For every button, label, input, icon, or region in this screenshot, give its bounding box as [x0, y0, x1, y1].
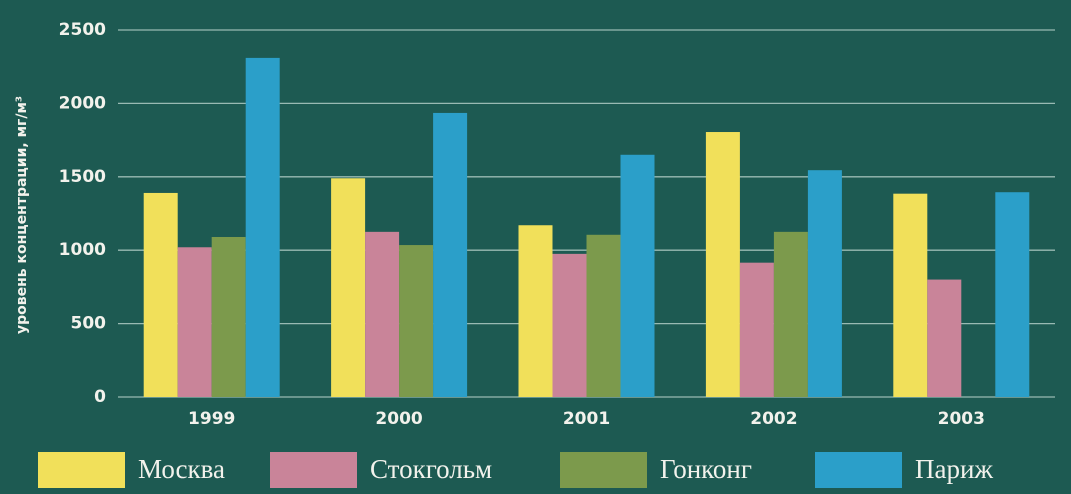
- y-tick-label: 0: [94, 387, 106, 407]
- bar: [586, 234, 621, 397]
- bar: [245, 57, 280, 397]
- bar: [399, 245, 434, 397]
- bar: [552, 253, 587, 397]
- bar: [365, 231, 400, 397]
- bar: [143, 192, 178, 397]
- bar: [739, 262, 774, 397]
- legend-swatch: [560, 452, 647, 488]
- y-tick-label: 2500: [59, 20, 106, 40]
- bar: [518, 225, 553, 397]
- bar: [433, 112, 468, 397]
- bar: [995, 192, 1030, 397]
- legend-label: Париж: [915, 454, 993, 484]
- bar: [211, 236, 246, 397]
- y-tick-label: 500: [71, 314, 107, 334]
- legend-swatch: [815, 452, 902, 488]
- x-tick-label: 2003: [938, 409, 985, 429]
- x-tick-label: 1999: [188, 409, 235, 429]
- legend-label: Стокгольм: [370, 454, 492, 484]
- y-tick-label: 2000: [59, 93, 106, 113]
- x-tick-label: 2001: [563, 409, 610, 429]
- y-tick-label: 1500: [59, 167, 106, 187]
- bar: [331, 178, 366, 397]
- legend-label: Москва: [138, 454, 225, 484]
- legend-swatch: [270, 452, 357, 488]
- legend-label: Гонконг: [660, 454, 752, 484]
- bar: [705, 132, 740, 397]
- bar: [620, 154, 655, 397]
- legend-swatch: [38, 452, 125, 488]
- bar: [927, 279, 962, 397]
- bar: [893, 193, 928, 397]
- x-tick-label: 2002: [750, 409, 797, 429]
- bar: [807, 170, 842, 397]
- bar: [177, 247, 212, 397]
- x-tick-label: 2000: [375, 409, 422, 429]
- y-tick-label: 1000: [59, 240, 106, 260]
- bar: [773, 231, 808, 397]
- y-axis-label: уровень концентрации, мг/м³: [14, 96, 30, 334]
